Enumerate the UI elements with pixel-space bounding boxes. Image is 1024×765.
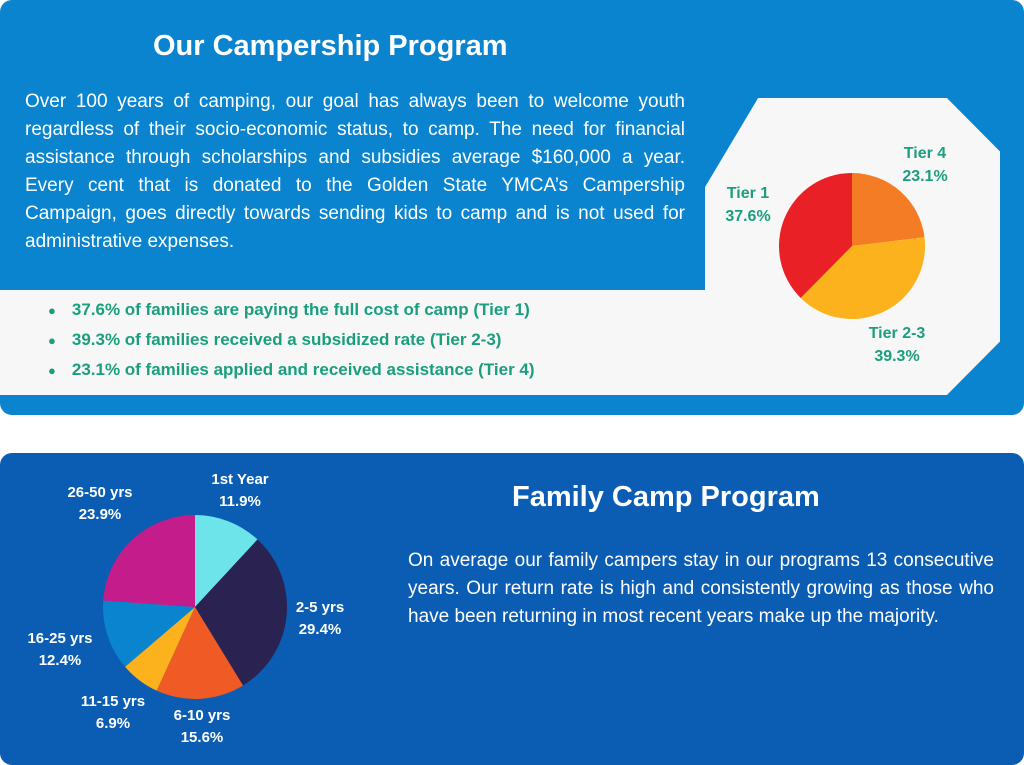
bullet-tier23: 39.3% of families received a subsidized … [48, 325, 535, 355]
pie-category-label: 6-10 yrs [174, 707, 231, 724]
pie-value-label: 15.6% [181, 729, 224, 746]
pie-value-label: 23.1% [902, 168, 947, 185]
campership-text: Over 100 years of camping, our goal has … [25, 91, 685, 252]
bullet-tier1: 37.6% of families are paying the full co… [48, 295, 535, 325]
family-title: Family Camp Program [512, 481, 820, 513]
pie-value-label: 11.9% [219, 493, 261, 510]
pie-value-label: 37.6% [725, 208, 770, 225]
pie-slice-tier-4 [852, 173, 925, 246]
tier-bullets: 37.6% of families are paying the full co… [48, 295, 535, 385]
pie-slice-26-50-yrs [103, 515, 195, 607]
pie-slice-tier-1 [779, 173, 852, 298]
pie-category-label: Tier 1 [727, 185, 770, 202]
pie-category-label: Tier 4 [904, 145, 947, 162]
pie-slice-tier-2-3 [800, 237, 925, 319]
pie-slice-16-25-yrs [103, 600, 195, 667]
family-text: On average our family campers stay in ou… [408, 550, 994, 627]
pie-category-label: 26-50 yrs [67, 484, 132, 501]
pie-value-label: 6.9% [96, 715, 130, 732]
pie-category-label: 1st Year [211, 471, 268, 488]
pie-value-label: 39.3% [874, 348, 919, 365]
bullet-tier4: 23.1% of families applied and received a… [48, 355, 535, 385]
pie-slice-1st-year [195, 515, 258, 607]
pie-slice-2-5-yrs [195, 539, 288, 686]
pie-category-label: 16-25 yrs [27, 630, 92, 647]
campership-title: Our Campership Program [153, 30, 508, 62]
pie-value-label: 12.4% [39, 652, 82, 669]
pie-value-label: 29.4% [299, 621, 342, 638]
pie-category-label: Tier 2-3 [869, 325, 926, 342]
pie-value-label: 23.9% [79, 506, 122, 523]
pie-slice-11-15-yrs [125, 607, 195, 691]
pie-category-label: 11-15 yrs [81, 693, 145, 710]
pie-category-label: 2-5 yrs [296, 599, 344, 616]
pie-slice-6-10-yrs [156, 607, 244, 699]
